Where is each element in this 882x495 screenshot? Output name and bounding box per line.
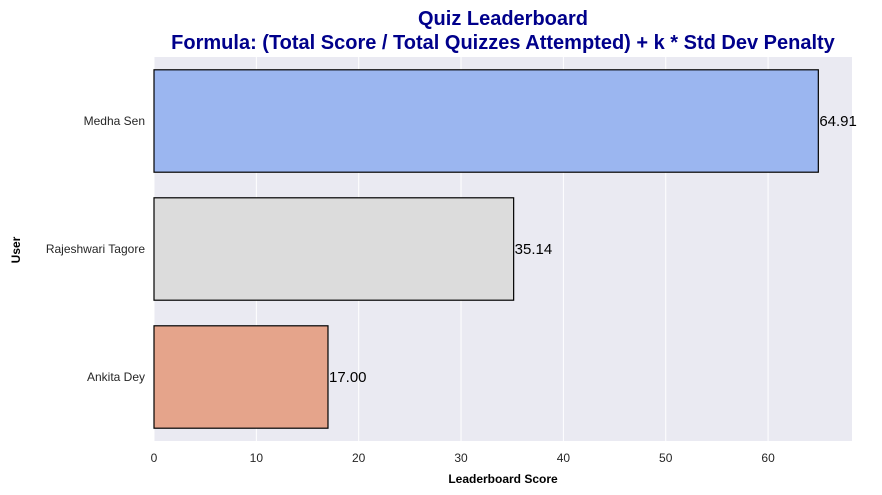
data-label: 64.91 bbox=[819, 113, 857, 130]
y-tick-label: Medha Sen bbox=[84, 114, 145, 128]
x-tick-label: 10 bbox=[250, 451, 264, 465]
data-label: 17.00 bbox=[329, 369, 367, 386]
x-tick-label: 0 bbox=[151, 451, 158, 465]
x-tick-label: 30 bbox=[454, 451, 468, 465]
x-tick-label: 20 bbox=[352, 451, 366, 465]
bar bbox=[153, 325, 329, 429]
x-tick-label: 50 bbox=[659, 451, 673, 465]
x-tick-label: 40 bbox=[557, 451, 571, 465]
chart-title: Quiz Leaderboard bbox=[418, 8, 588, 30]
y-tick-label: Rajeshwari Tagore bbox=[46, 242, 145, 256]
x-axis-label: Leaderboard Score bbox=[448, 472, 558, 486]
data-label: 35.14 bbox=[515, 241, 553, 258]
bar bbox=[153, 197, 515, 301]
chart-subtitle: Formula: (Total Score / Total Quizzes At… bbox=[171, 32, 836, 54]
y-tick-label: Ankita Dey bbox=[87, 370, 145, 384]
bar bbox=[153, 69, 819, 173]
y-axis-label: User bbox=[9, 236, 23, 263]
x-tick-label: 60 bbox=[761, 451, 775, 465]
